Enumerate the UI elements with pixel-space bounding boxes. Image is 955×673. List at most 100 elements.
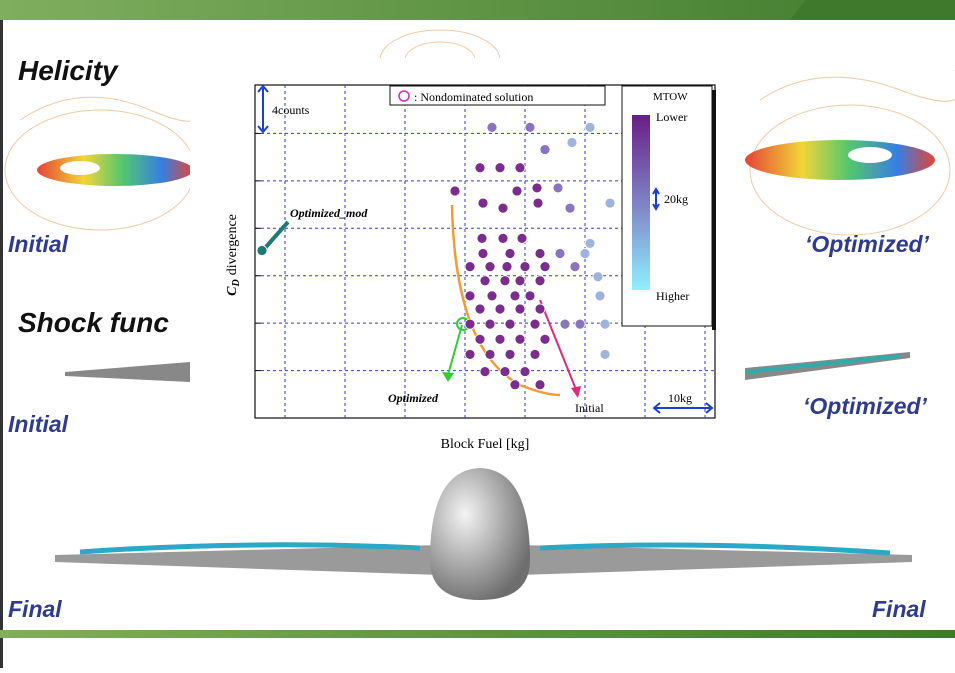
point [498,233,508,243]
point [515,304,525,314]
point [565,203,575,213]
point [560,319,570,329]
point [478,198,488,208]
point [600,319,610,329]
point [465,319,475,329]
point [535,380,545,390]
aircraft-front-view [55,468,912,600]
point [465,262,475,272]
point [487,291,497,301]
chart-panel: 4counts 10kg Optimized_mod Optimized Ini… [190,58,745,465]
point [505,249,515,259]
point [520,367,530,377]
point [505,319,515,329]
point [532,183,542,193]
optimized-label: ‘Optimized’ [805,231,930,257]
colorbar-shadow [712,90,716,330]
point [257,245,267,255]
final-label: Final [8,596,62,622]
point [485,262,495,272]
point [510,380,520,390]
annotation: Optimized [388,391,439,405]
point [585,122,595,132]
point [500,367,510,377]
helicity-contour-left [37,154,193,186]
point [512,186,522,196]
initial-label: Initial [8,411,69,437]
point [465,349,475,359]
point [495,304,505,314]
point [502,262,512,272]
point [515,163,525,173]
point [540,262,550,272]
point [500,276,510,286]
point [498,203,508,213]
point [485,349,495,359]
point [595,291,605,301]
final-label: Final [872,596,926,622]
point [505,349,515,359]
point [485,319,495,329]
helicity-title: Helicity [18,55,119,86]
annotation: Optimized_mod [290,206,368,220]
point [585,238,595,248]
point [475,304,485,314]
point [475,334,485,344]
y-axis-text: divergence [225,214,240,275]
point [475,163,485,173]
legend-text: : Nondominated solution [414,90,533,104]
point [495,163,505,173]
wing-left [65,362,190,382]
top-bar-tab [790,0,955,20]
slide: Helicity Initial ‘Optimized’ Shock func … [0,0,955,668]
point [553,183,563,193]
point [605,198,615,208]
helicity-contour-right [745,140,935,180]
annotation: 10kg [668,391,692,405]
point [533,198,543,208]
point [535,304,545,314]
point [530,319,540,329]
point [530,349,540,359]
colorbar [632,115,650,290]
colorbar-label: Higher [656,289,689,303]
point [515,276,525,286]
point [515,334,525,344]
initial-label: Initial [8,231,69,257]
x-axis-label: Block Fuel [kg] [441,437,530,452]
colorbar-title: MTOW [653,91,688,103]
point [567,138,577,148]
point [480,276,490,286]
point [510,291,520,301]
bottom-bar [0,630,955,638]
annotation: 4counts [272,103,310,117]
colorbar-label: 20kg [664,192,688,206]
point [575,319,585,329]
y-axis-subscript: D [231,279,242,287]
point [487,122,497,132]
point [570,262,580,272]
point [600,349,610,359]
point [580,249,590,259]
colorbar-label: Lower [656,110,687,124]
point [535,249,545,259]
left-border [0,20,3,668]
point [555,249,565,259]
point [540,334,550,344]
point [525,122,535,132]
point [517,233,527,243]
point [477,233,487,243]
point [495,334,505,344]
annotation: Initial [575,401,604,415]
point [450,186,460,196]
point [525,291,535,301]
point [478,249,488,259]
shock-title: Shock func [18,307,169,338]
point [480,367,490,377]
optimized-label: ‘Optimized’ [803,393,928,419]
point [593,272,603,282]
point [520,262,530,272]
point [535,276,545,286]
point [540,145,550,155]
point [465,291,475,301]
